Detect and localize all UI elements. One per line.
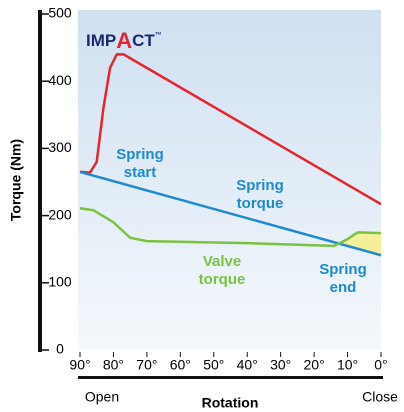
y-tick-label: 400: [48, 72, 72, 88]
annotation: Spring start: [116, 146, 164, 181]
series-line: [79, 206, 382, 248]
x-axis-label: Rotation: [202, 395, 259, 411]
annotation: Spring torque: [236, 177, 284, 212]
x-axis: [78, 376, 383, 379]
x-tick-label: 0°: [374, 357, 387, 373]
y-tick-label: 300: [48, 139, 72, 155]
annotation-line: torque: [199, 271, 246, 288]
annotation-line: Valve: [203, 253, 241, 270]
y-tick-label: 500: [48, 5, 72, 21]
x-tick-label: 90°: [69, 357, 90, 373]
annotation-line: end: [330, 279, 357, 296]
x-tick-label: 20°: [304, 357, 325, 373]
y-tick-label: 100: [48, 274, 72, 290]
y-tick-label: 200: [48, 206, 72, 222]
annotation-line: Spring: [319, 261, 367, 278]
x-tick-label: 10°: [337, 357, 358, 373]
x-tick-label: 40°: [237, 357, 258, 373]
annotation-line: Spring: [116, 146, 164, 163]
series-line: [79, 53, 382, 206]
y-axis: [38, 10, 42, 352]
x-tick-label: 30°: [270, 357, 291, 373]
annotation-line: start: [124, 164, 157, 181]
series-line: [79, 170, 382, 257]
plot-background: [78, 10, 381, 350]
annotation-line: torque: [237, 195, 284, 212]
y-tick-label: 0: [56, 341, 64, 357]
annotation-line: Spring: [236, 177, 284, 194]
annotation: Spring end: [319, 261, 367, 296]
x-tick-label: 70°: [136, 357, 157, 373]
y-axis-label: Torque (Nm): [8, 139, 24, 221]
x-tick-label: 60°: [170, 357, 191, 373]
annotation: Valve torque: [199, 253, 246, 288]
x-end-label: Open: [85, 389, 119, 405]
x-tick-label: 50°: [203, 357, 224, 373]
x-end-label: Close: [362, 389, 398, 405]
x-tick-label: 80°: [103, 357, 124, 373]
logo: IMPACT™: [86, 28, 162, 53]
